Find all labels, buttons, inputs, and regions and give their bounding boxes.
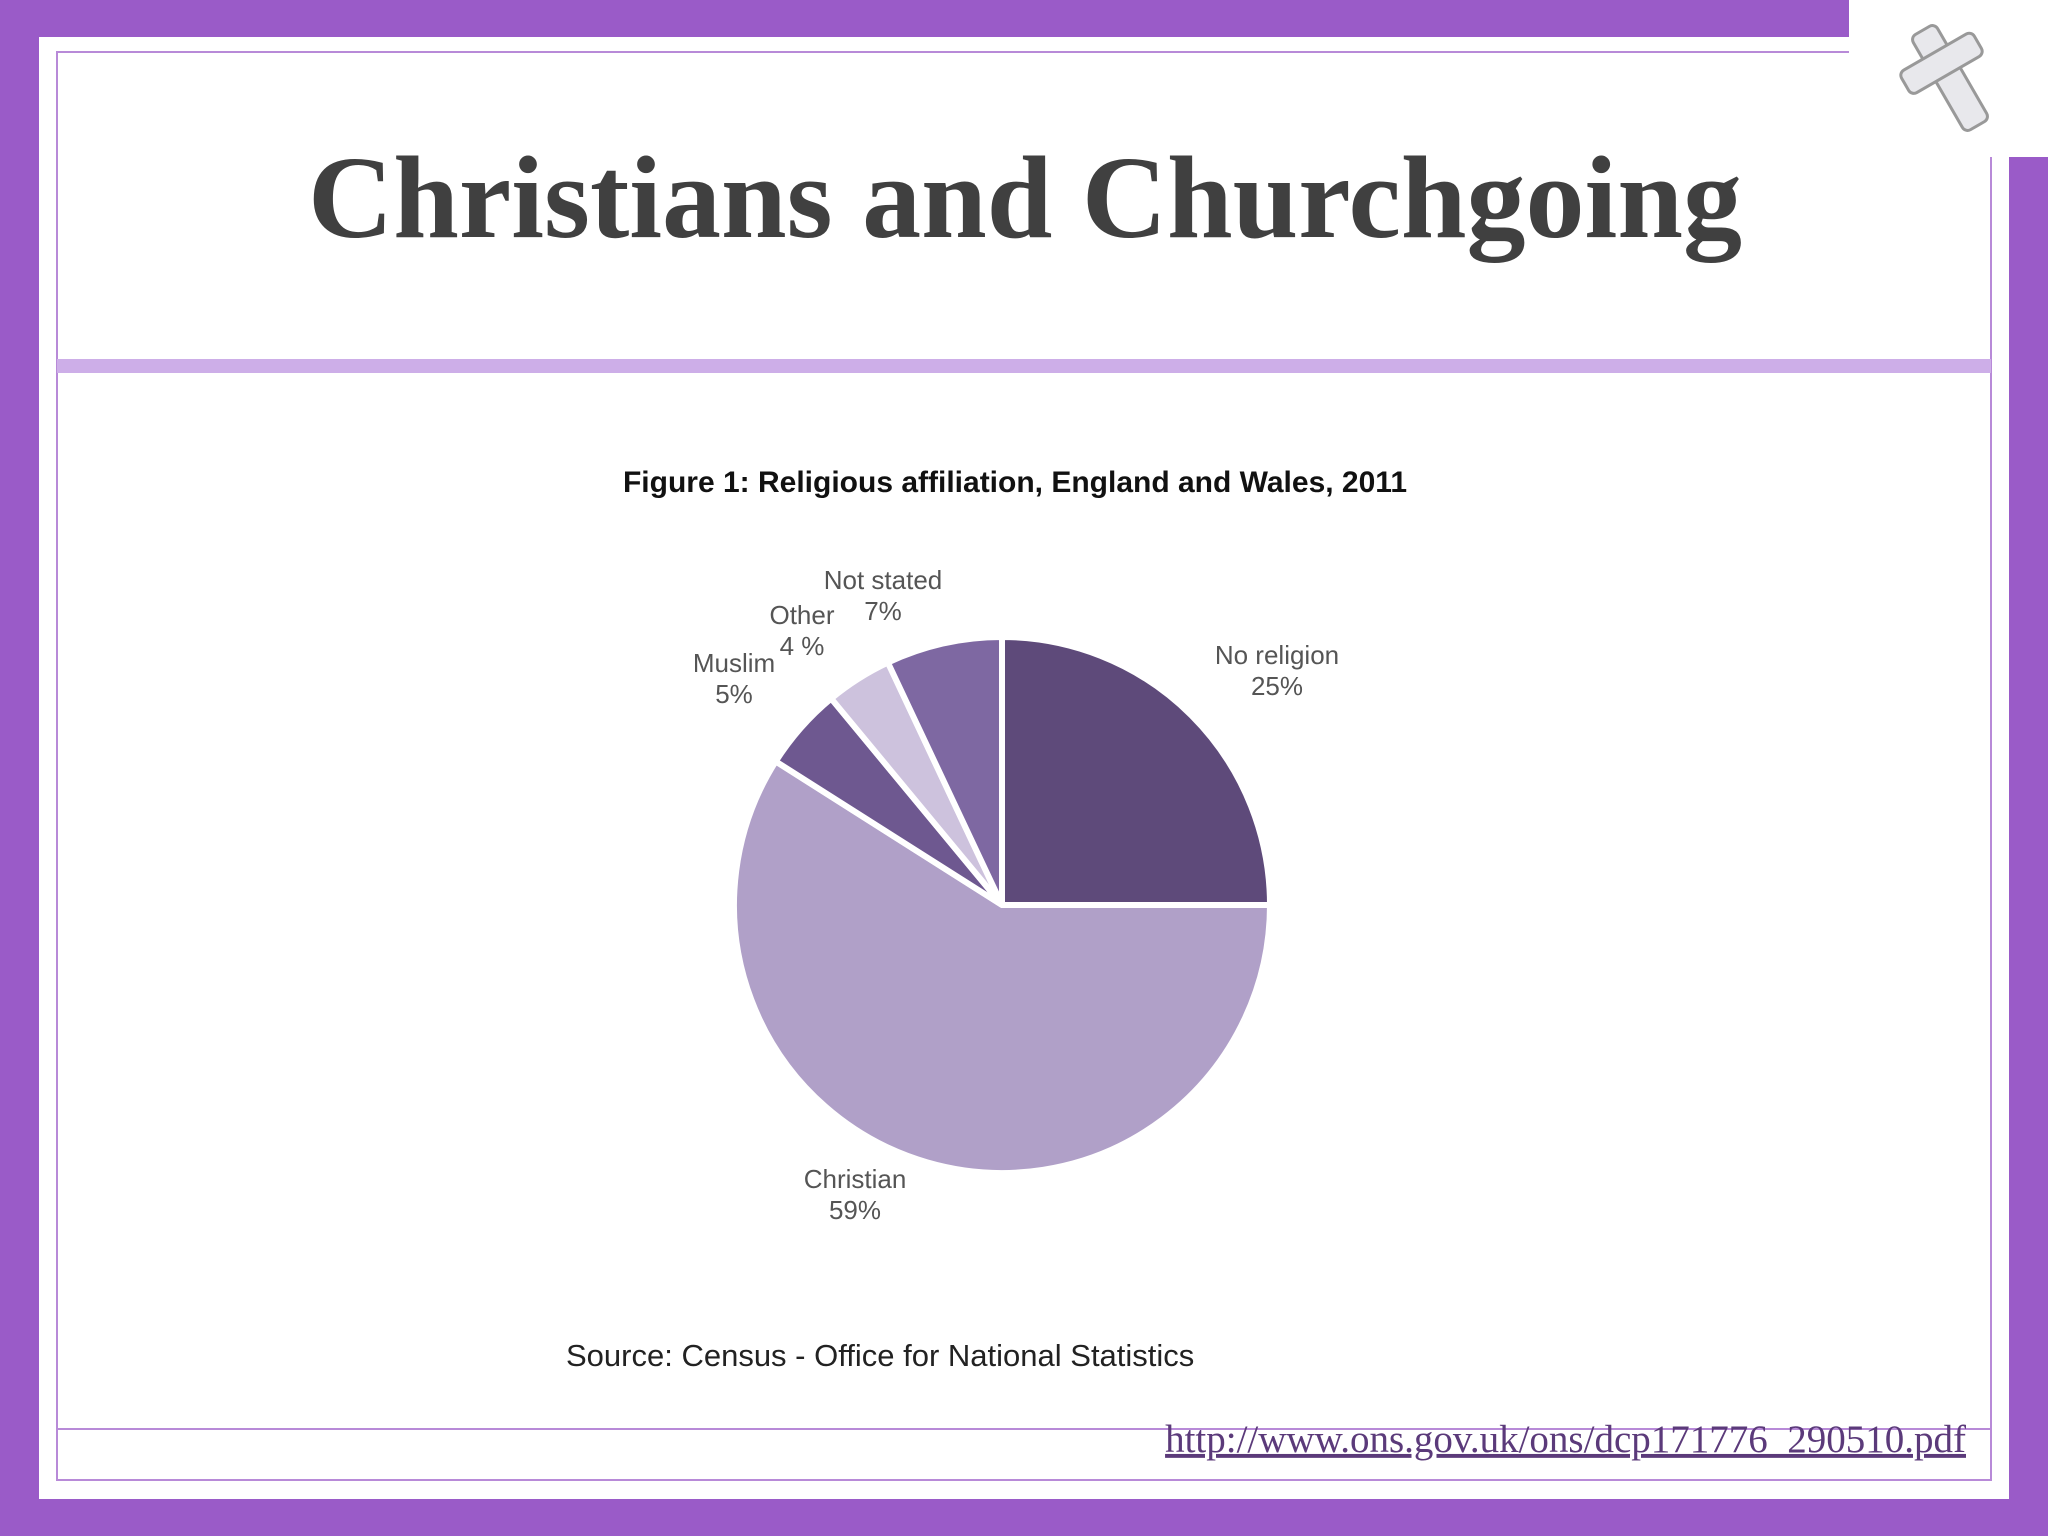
slice-label: Muslim 5% [693, 648, 775, 709]
slice-name: Other [769, 600, 834, 630]
chart-source: Source: Census - Office for National Sta… [566, 1338, 1194, 1373]
pie: No religion 25%Christian 59%Muslim 5%Other 4… [693, 565, 1339, 1225]
pie-slice [731, 757, 1274, 1176]
source-link[interactable]: http://www.ons.gov.uk/ons/dcp171776_2905… [1165, 1418, 1966, 1461]
chart-title: Figure 1: Religious affiliation, England… [623, 466, 1407, 499]
slice-label: Christian 59% [804, 1164, 907, 1225]
slice-value-label: 59% [829, 1195, 881, 1225]
slice-name: Not stated [824, 565, 943, 595]
slice-value-label: 4 % [780, 631, 825, 661]
slice-label: Not stated 7% [824, 565, 943, 626]
slice-name: Muslim [693, 648, 775, 678]
slice-name: No religion [1215, 640, 1339, 670]
title-band [57, 359, 1991, 373]
slice-label: Other 4 % [769, 600, 834, 661]
slice-value-label: 25% [1251, 671, 1303, 701]
inner-border [56, 51, 1992, 1481]
pie-slice [999, 633, 1274, 908]
slice-value-label: 7% [864, 596, 902, 626]
slice-name: Christian [804, 1164, 907, 1194]
slice-label: No religion 25% [1215, 640, 1339, 701]
cross-icon [1899, 24, 1989, 132]
slide-title: Christians and Churchgoing [308, 132, 1742, 263]
pie-slice [883, 633, 1005, 907]
slice-value-label: 5% [715, 679, 753, 709]
